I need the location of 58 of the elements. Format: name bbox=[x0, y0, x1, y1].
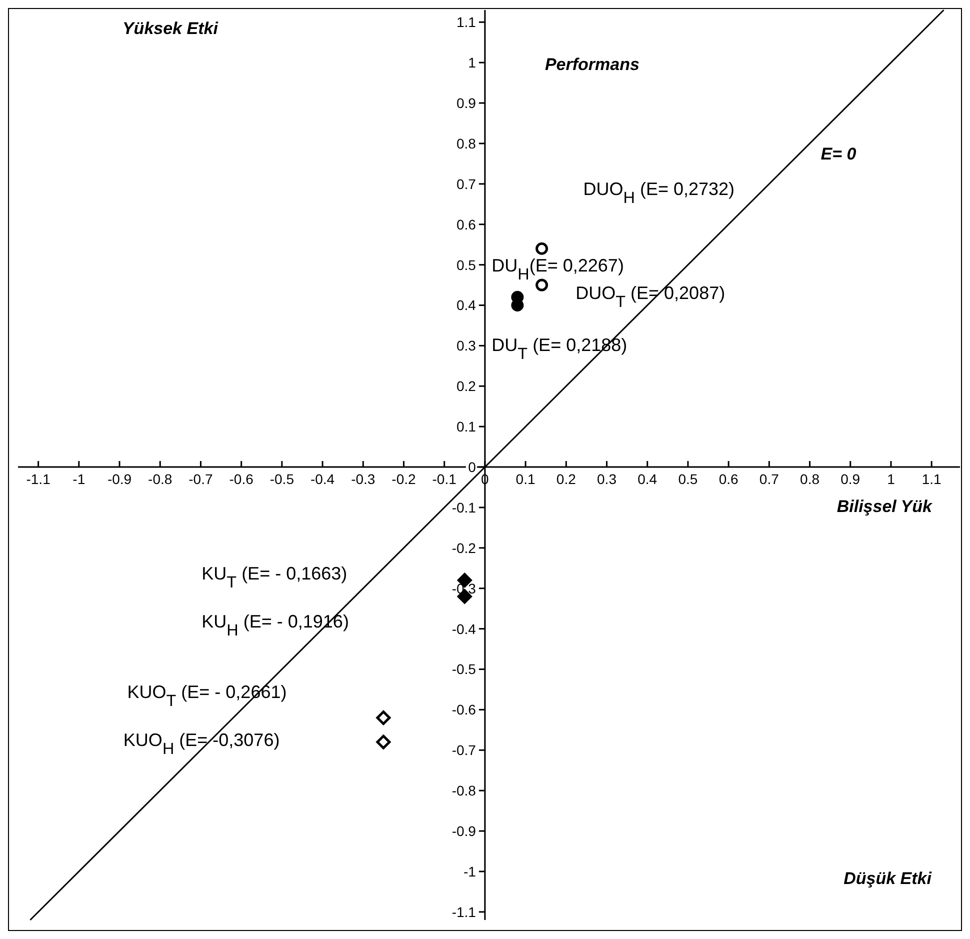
y-tick-label: 1.1 bbox=[456, 14, 476, 30]
point bbox=[536, 242, 548, 255]
x-tick-label: 0.3 bbox=[597, 471, 617, 488]
y-tick-label: -0.7 bbox=[452, 742, 476, 758]
x-tick-label: 0.2 bbox=[556, 471, 576, 488]
point bbox=[376, 710, 391, 726]
x-tick-label: -0.1 bbox=[432, 471, 457, 488]
x-tick-label: 0.6 bbox=[718, 471, 738, 488]
annotation: DUO$_{H}$ (E= 0,2732) bbox=[583, 178, 735, 208]
annotation: DUO$_{T}$ (E= 0,2087) bbox=[576, 282, 726, 312]
x-tick-label: 0.9 bbox=[840, 471, 860, 488]
x-tick-label: -1 bbox=[72, 471, 86, 488]
point bbox=[536, 278, 548, 292]
y-tick-label: 0.2 bbox=[456, 378, 476, 394]
annotation: E= 0 bbox=[820, 145, 857, 164]
x-tick-label: -0.9 bbox=[107, 471, 132, 488]
y-tick-label: 0.7 bbox=[456, 176, 476, 192]
x-tick-label: 0.8 bbox=[800, 471, 820, 488]
y-tick-label: 0.6 bbox=[456, 216, 476, 232]
y-tick-label: -0.9 bbox=[452, 823, 476, 840]
annotation: DU$_{H}$(E= 0,2267) bbox=[492, 255, 624, 284]
y-tick-label: -0.4 bbox=[452, 620, 476, 637]
x-tick-label: 0.1 bbox=[516, 471, 536, 488]
x-tick-label: -0.3 bbox=[351, 471, 376, 488]
y-tick-label: 0.3 bbox=[456, 338, 476, 354]
annotation: KUO$_{H}$ (E= -0,3076) bbox=[123, 730, 280, 758]
y-tick-label: 0.4 bbox=[456, 297, 476, 314]
y-tick-label: -1.1 bbox=[452, 904, 476, 920]
y-tick-label: -0.5 bbox=[452, 661, 476, 678]
y-tick-label: 0.8 bbox=[456, 135, 476, 152]
y-tick-label: 0.1 bbox=[456, 418, 476, 435]
y-tick-label: -1 bbox=[463, 863, 476, 880]
x-tick-label: -0.7 bbox=[188, 471, 213, 488]
x-tick-label: -1.1 bbox=[26, 471, 51, 488]
point bbox=[376, 734, 391, 750]
annotation: Düşük Etki bbox=[844, 870, 933, 889]
x-tick-label: -0.2 bbox=[392, 471, 416, 488]
x-tick-label: -0.5 bbox=[270, 471, 294, 488]
x-axis-title: Bilişsel Yük bbox=[836, 497, 934, 516]
y-tick-label: -0.1 bbox=[452, 499, 476, 516]
x-tick-label: -0.6 bbox=[229, 471, 254, 488]
y-axis-title: Performans bbox=[544, 55, 640, 74]
y-tick-label: 1 bbox=[468, 54, 476, 71]
x-tick-label: 1.1 bbox=[922, 471, 942, 488]
y-tick-label: 0.9 bbox=[456, 95, 476, 112]
y-tick-label: 0 bbox=[468, 459, 476, 476]
x-tick-label: 1 bbox=[887, 471, 896, 488]
y-tick-label: -0.2 bbox=[452, 540, 476, 556]
x-tick-label: -0.4 bbox=[310, 471, 335, 488]
annotation: Yüksek Etki bbox=[122, 20, 220, 39]
x-tick-label: -0.8 bbox=[148, 471, 172, 488]
x-tick-label: 0.4 bbox=[638, 471, 658, 488]
x-tick-label: 0.5 bbox=[678, 471, 698, 488]
x-tick-label: 0.7 bbox=[759, 471, 780, 488]
annotation: KU$_{T}$ (E= - 0,1663) bbox=[202, 563, 348, 592]
y-tick-label: -0.6 bbox=[452, 702, 476, 718]
y-tick-label: 0.5 bbox=[456, 256, 476, 273]
y-tick-label: -0.8 bbox=[452, 782, 476, 799]
